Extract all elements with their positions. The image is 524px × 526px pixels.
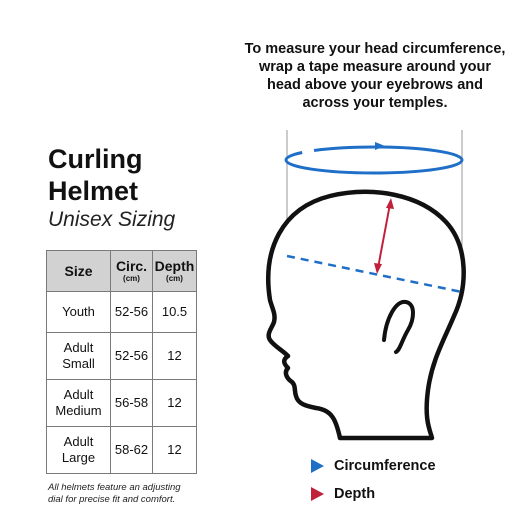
head-silhouette xyxy=(266,189,466,441)
title-line: Helmet xyxy=(48,176,139,206)
product-title: Curling Helmet xyxy=(48,143,143,207)
circumference-ring-top xyxy=(284,145,464,175)
legend-depth: Depth xyxy=(310,486,375,502)
depth-arrow-bottom xyxy=(374,263,382,274)
table-row: Adult Medium 56-58 12 xyxy=(46,379,197,427)
depth-triangle-icon xyxy=(311,487,324,502)
depth-cell: 10.5 xyxy=(152,291,197,333)
title-line: Curling xyxy=(48,144,143,174)
circumference-triangle-icon xyxy=(311,459,324,474)
header-depth: Depth (cm) xyxy=(152,250,197,292)
circ-cell: 58-62 xyxy=(110,426,153,474)
depth-arrow-top xyxy=(386,198,394,209)
instruction-line: across your temples. xyxy=(302,95,448,111)
depth-line xyxy=(377,203,391,269)
legend-circumference: Circumference xyxy=(310,458,436,474)
ear-outline xyxy=(382,299,415,354)
size-chart-table: Size Circ. (cm) Depth (cm) Youth 52-56 10.… xyxy=(46,250,197,474)
circumference-arrow xyxy=(375,142,385,150)
instruction-line: To measure your head circumference, xyxy=(244,41,506,57)
depth-cell: 12 xyxy=(152,426,197,474)
header-circumference: Circ. (cm) xyxy=(110,250,153,292)
table-header-row: Size Circ. (cm) Depth (cm) xyxy=(46,250,197,292)
size-cell: Youth xyxy=(46,291,111,333)
circumference-line xyxy=(286,254,463,294)
legend-label: Circumference xyxy=(334,458,436,475)
size-cell: Adult Medium xyxy=(46,379,111,427)
header-unit: (cm) xyxy=(166,274,183,283)
measuring-instructions: To measure your head circumference, wrap… xyxy=(232,40,518,112)
depth-cell: 12 xyxy=(152,379,197,427)
instruction-line: wrap a tape measure around your xyxy=(258,59,492,75)
table-row: Youth 52-56 10.5 xyxy=(46,291,197,333)
table-row: Adult Large 58-62 12 xyxy=(46,426,197,474)
product-subtitle: Unisex Sizing xyxy=(48,208,176,231)
footnote-line: dial for precise fit and comfort. xyxy=(48,494,176,505)
circ-cell: 56-58 xyxy=(110,379,153,427)
footnote: All helmets feature an adjusting dial fo… xyxy=(48,482,248,506)
header-size: Size xyxy=(46,250,111,292)
header-unit: (cm) xyxy=(123,274,140,283)
legend-label: Depth xyxy=(334,486,376,503)
size-cell: Adult Large xyxy=(46,426,111,474)
circ-cell: 52-56 xyxy=(110,291,153,333)
instruction-line: head above your eyebrows and xyxy=(267,77,483,93)
footnote-line: All helmets feature an adjusting xyxy=(48,482,181,493)
